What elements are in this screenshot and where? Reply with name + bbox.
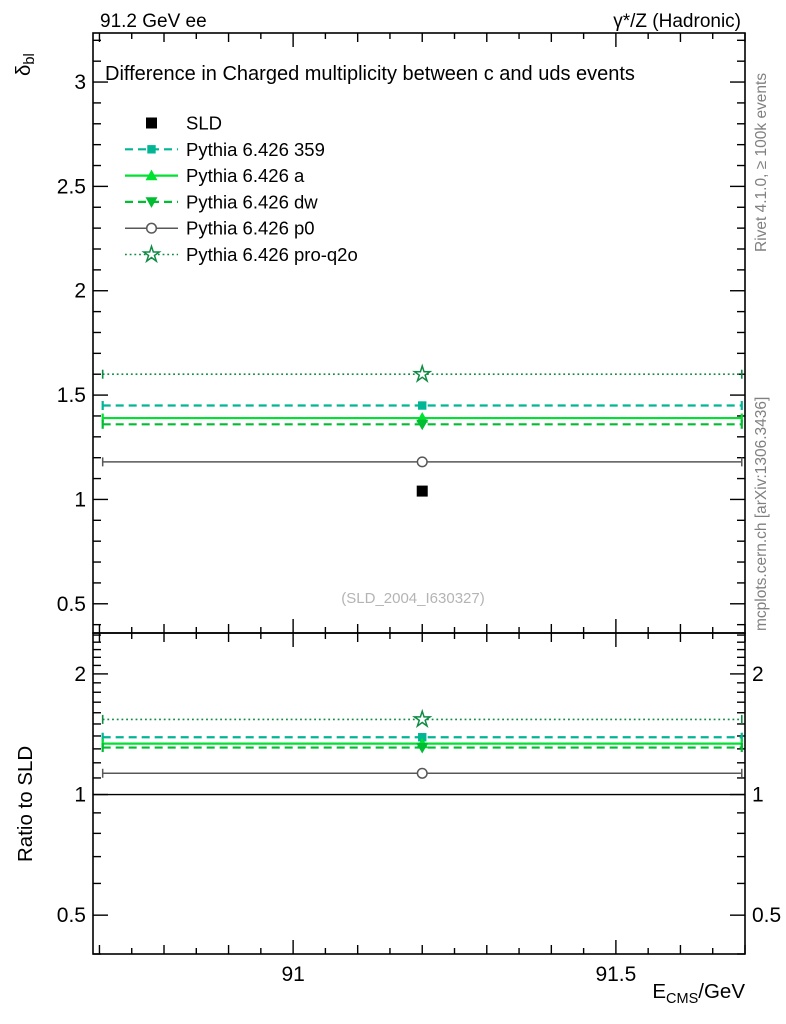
svg-text:3: 3	[74, 71, 86, 94]
rivet-version-note: Rivet 4.1.0, ≥ 100k events	[753, 73, 770, 252]
series-main-pythia-6-426-359	[101, 401, 743, 411]
main-y-ticks	[93, 39, 745, 626]
data-point-sld-main	[416, 485, 428, 497]
legend-item: Pythia 6.426 a	[125, 165, 305, 186]
x-axis-label: ECMS/GeV	[652, 980, 745, 1007]
series-ratio-pythia-6-426-dw	[101, 742, 743, 754]
ratio-y-ticks	[93, 634, 745, 955]
series-ratio-pythia-6-426-pro-q2o	[101, 708, 743, 729]
svg-text:0.5: 0.5	[752, 904, 781, 927]
svg-text:Pythia 6.426 dw: Pythia 6.426 dw	[186, 191, 318, 212]
svg-text:2.5: 2.5	[57, 175, 86, 198]
analysis-watermark: (SLD_2004_I630327)	[341, 590, 484, 607]
series-main-pythia-6-426-pro-q2o	[101, 363, 743, 383]
svg-text:2: 2	[752, 663, 764, 686]
svg-text:0.5: 0.5	[57, 593, 86, 616]
ratio-axis-label: Ratio to SLD	[14, 746, 37, 862]
svg-text:1: 1	[74, 784, 86, 807]
legend: SLD Pythia 6.426 359 Pythia 6.426 a Pythia …	[125, 113, 358, 265]
svg-text:1.5: 1.5	[57, 384, 86, 407]
svg-text:SLD: SLD	[186, 113, 222, 134]
svg-text:0.5: 0.5	[57, 904, 86, 927]
header-beam-energy: 91.2 GeV ee	[100, 11, 207, 32]
y-axis-label: δbl	[12, 53, 38, 76]
svg-text:1: 1	[74, 488, 86, 511]
legend-item: SLD	[146, 113, 222, 134]
legend-item: Pythia 6.426 p0	[125, 218, 315, 239]
legend-item: Pythia 6.426 pro-q2o	[125, 243, 358, 265]
svg-text:2: 2	[74, 663, 86, 686]
svg-text:91.5: 91.5	[595, 963, 636, 986]
series-ratio-pythia-6-426-p0	[101, 767, 743, 779]
legend-item: Pythia 6.426 359	[125, 139, 325, 160]
legend-item: Pythia 6.426 dw	[125, 191, 318, 212]
main-y-tick-labels: 0.5 1 1.5 2 2.5 3	[57, 71, 86, 616]
svg-text:Pythia 6.426 pro-q2o: Pythia 6.426 pro-q2o	[186, 244, 358, 265]
ratio-y-tick-labels: 0.5 0.5 1 1 2 2	[57, 663, 781, 927]
ratio-panel-frame	[92, 632, 746, 955]
svg-text:Pythia 6.426 359: Pythia 6.426 359	[186, 139, 325, 160]
header-process: γ*/Z (Hadronic)	[613, 11, 741, 32]
plot-title: Difference in Charged multiplicity betwe…	[105, 63, 635, 85]
svg-text:Pythia 6.426 a: Pythia 6.426 a	[186, 165, 305, 186]
x-tick-labels: 91 91.5	[281, 963, 636, 986]
mcplots-arxiv-note: mcplots.cern.ch [arXiv:1306.3436]	[753, 397, 770, 631]
svg-text:1: 1	[752, 784, 764, 807]
series-main-pythia-6-426-p0	[101, 456, 743, 468]
svg-text:91: 91	[281, 963, 304, 986]
chart-layer: 91 91.5 0.5 1 1.5 2 2.5 3 0.5 0.5 1 1 2 2 SLD Pythia 6.…	[57, 32, 781, 986]
svg-text:Pythia 6.426 p0: Pythia 6.426 p0	[186, 218, 315, 239]
svg-text:2: 2	[74, 280, 86, 303]
series-main-pythia-6-426-dw	[101, 419, 743, 431]
